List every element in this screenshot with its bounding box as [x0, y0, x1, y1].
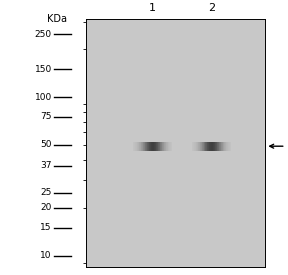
Bar: [227, 142, 228, 151]
Bar: [209, 142, 210, 151]
Bar: [157, 142, 158, 151]
Text: 2: 2: [208, 3, 215, 13]
Text: 100: 100: [35, 93, 52, 101]
Bar: [140, 142, 141, 151]
Bar: [168, 142, 169, 151]
Bar: [137, 142, 138, 151]
Bar: [169, 142, 170, 151]
Bar: [136, 142, 137, 151]
Bar: [228, 142, 229, 151]
Bar: [207, 142, 208, 151]
Bar: [165, 142, 166, 151]
Bar: [197, 142, 198, 151]
Bar: [194, 142, 195, 151]
Bar: [206, 142, 207, 151]
Bar: [218, 142, 219, 151]
Bar: [230, 142, 231, 151]
Bar: [195, 142, 196, 151]
Bar: [220, 142, 221, 151]
Bar: [156, 142, 157, 151]
Bar: [221, 142, 222, 151]
Bar: [152, 142, 153, 151]
Bar: [166, 142, 167, 151]
Bar: [138, 142, 139, 151]
Bar: [139, 142, 140, 151]
Bar: [142, 142, 143, 151]
Bar: [151, 142, 152, 151]
Bar: [215, 142, 216, 151]
Bar: [155, 142, 156, 151]
Bar: [134, 142, 135, 151]
Text: 150: 150: [35, 65, 52, 74]
Bar: [167, 142, 168, 151]
Bar: [198, 142, 199, 151]
Text: 15: 15: [40, 223, 52, 232]
Bar: [202, 142, 203, 151]
Text: 20: 20: [41, 204, 52, 212]
Text: 50: 50: [40, 140, 52, 149]
Bar: [203, 142, 204, 151]
Bar: [199, 142, 200, 151]
Bar: [135, 142, 136, 151]
Bar: [211, 142, 212, 151]
Bar: [210, 142, 211, 151]
Bar: [144, 142, 145, 151]
Bar: [205, 142, 206, 151]
Bar: [222, 142, 223, 151]
Bar: [192, 142, 193, 151]
Bar: [161, 142, 162, 151]
Bar: [201, 142, 202, 151]
Bar: [217, 142, 218, 151]
Bar: [150, 142, 151, 151]
Bar: [153, 142, 154, 151]
Bar: [145, 142, 146, 151]
Bar: [193, 142, 194, 151]
Bar: [204, 142, 205, 151]
Bar: [141, 142, 142, 151]
Bar: [160, 142, 161, 151]
Bar: [213, 142, 214, 151]
Bar: [226, 142, 227, 151]
Bar: [148, 142, 149, 151]
Bar: [212, 142, 213, 151]
Bar: [224, 142, 225, 151]
Text: 1: 1: [149, 3, 156, 13]
Bar: [200, 142, 201, 151]
Bar: [147, 142, 148, 151]
Bar: [133, 142, 134, 151]
Text: 37: 37: [40, 161, 52, 170]
Bar: [216, 142, 217, 151]
Bar: [223, 142, 224, 151]
Bar: [149, 142, 150, 151]
Bar: [219, 142, 220, 151]
Bar: [171, 142, 172, 151]
Bar: [229, 142, 230, 151]
Bar: [225, 142, 226, 151]
Bar: [214, 142, 215, 151]
Bar: [146, 142, 147, 151]
Bar: [159, 142, 160, 151]
Text: KDa: KDa: [48, 14, 67, 24]
Bar: [154, 142, 155, 151]
Bar: [143, 142, 144, 151]
Bar: [162, 142, 163, 151]
Text: 25: 25: [41, 188, 52, 197]
Bar: [163, 142, 164, 151]
Text: 75: 75: [40, 112, 52, 121]
Bar: [158, 142, 159, 151]
Bar: [170, 142, 171, 151]
Text: 10: 10: [40, 251, 52, 260]
Bar: [208, 142, 209, 151]
Bar: [196, 142, 197, 151]
Text: 250: 250: [35, 29, 52, 39]
Bar: [164, 142, 165, 151]
